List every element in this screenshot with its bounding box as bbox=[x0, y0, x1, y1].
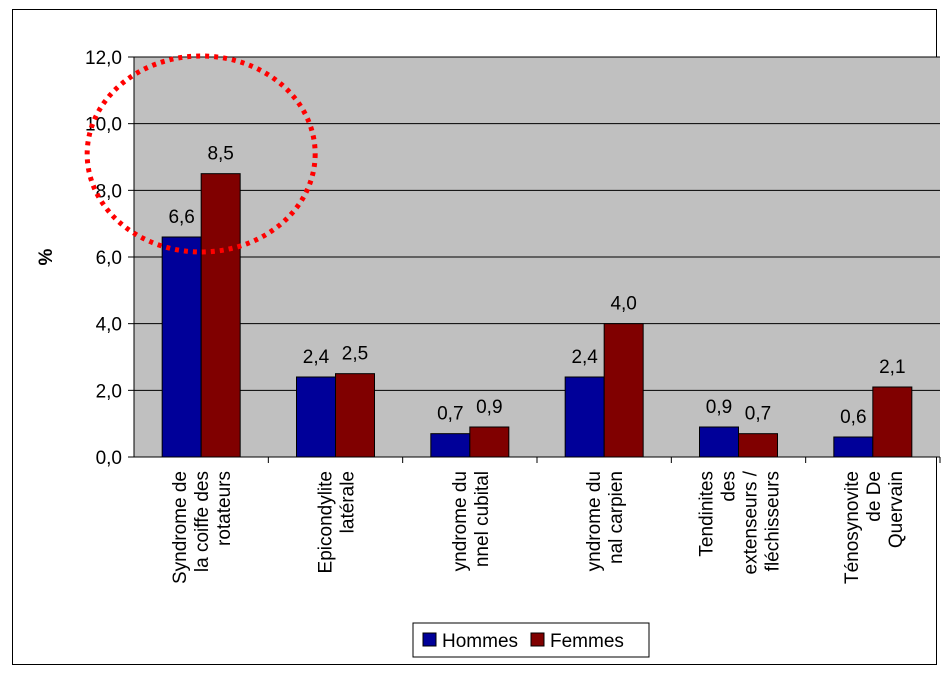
data-label-hommes-4: 0,9 bbox=[706, 397, 732, 418]
data-label-femmes-5: 2,1 bbox=[879, 357, 905, 378]
category-label: de De bbox=[864, 471, 885, 522]
category-label: nnel cubital bbox=[472, 471, 493, 567]
bar-femmes-2 bbox=[469, 426, 510, 458]
bar-hommes-4 bbox=[699, 426, 739, 458]
bar-femmes-1 bbox=[335, 373, 375, 458]
annotation-ellipse bbox=[84, 53, 318, 255]
bar-hommes-0 bbox=[161, 236, 202, 458]
y-tick-label: 6,0 bbox=[96, 248, 122, 269]
category-label: des bbox=[719, 471, 740, 502]
data-label-femmes-4: 0,7 bbox=[745, 404, 771, 425]
data-label-hommes-0: 6,6 bbox=[168, 207, 194, 228]
bar-femmes-3 bbox=[603, 323, 644, 458]
legend-swatch-femmes bbox=[530, 632, 545, 647]
bar-femmes-4 bbox=[738, 433, 778, 458]
legend-swatch-hommes bbox=[422, 632, 437, 647]
y-tick-label: 0,0 bbox=[96, 448, 122, 469]
bar-femmes-0 bbox=[200, 173, 241, 458]
category-label: yndrome du bbox=[450, 471, 471, 571]
data-label-femmes-3: 4,0 bbox=[610, 294, 636, 315]
bar-femmes-5 bbox=[872, 386, 913, 458]
data-label-hommes-3: 2,4 bbox=[571, 347, 598, 368]
y-tick-label: 8,0 bbox=[96, 181, 122, 202]
category-label: Ténosynovite bbox=[842, 471, 863, 584]
category-label: fléchisseurs bbox=[763, 471, 784, 571]
data-label-hommes-2: 0,7 bbox=[437, 404, 463, 425]
category-label: Tendinites bbox=[697, 471, 718, 557]
bar-hommes-3 bbox=[564, 376, 605, 458]
category-label: Epicondylite bbox=[316, 471, 337, 573]
bar-hommes-1 bbox=[296, 376, 336, 458]
data-label-femmes-2: 0,9 bbox=[476, 397, 502, 418]
data-label-femmes-1: 2,5 bbox=[342, 344, 368, 365]
y-tick-label: 4,0 bbox=[96, 315, 122, 336]
y-axis-label: % bbox=[36, 248, 57, 265]
y-tick-label: 2,0 bbox=[96, 381, 122, 402]
data-label-hommes-1: 2,4 bbox=[303, 347, 330, 368]
data-label-femmes-0: 8,5 bbox=[207, 144, 233, 165]
bar-hommes-5 bbox=[833, 436, 874, 458]
data-label-hommes-5: 0,6 bbox=[840, 407, 866, 428]
bar-hommes-2 bbox=[430, 433, 471, 458]
category-label: extenseurs / bbox=[741, 470, 762, 574]
legend-label-hommes: Hommes bbox=[442, 631, 518, 652]
category-label: rotateurs bbox=[214, 471, 235, 546]
category-label: latérale bbox=[338, 471, 359, 533]
category-label: Syndrome de bbox=[170, 471, 191, 584]
category-label: nal carpien bbox=[606, 471, 627, 564]
category-label: Quervain bbox=[886, 471, 907, 548]
y-tick-label: 12,0 bbox=[85, 48, 122, 69]
category-label: yndrome du bbox=[584, 471, 605, 571]
legend-label-femmes: Femmes bbox=[550, 631, 624, 652]
y-tick-label: 10,0 bbox=[85, 115, 122, 136]
category-label: la coiffe des bbox=[192, 471, 213, 572]
